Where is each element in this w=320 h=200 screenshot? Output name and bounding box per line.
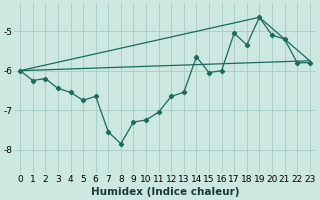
X-axis label: Humidex (Indice chaleur): Humidex (Indice chaleur) (91, 187, 239, 197)
